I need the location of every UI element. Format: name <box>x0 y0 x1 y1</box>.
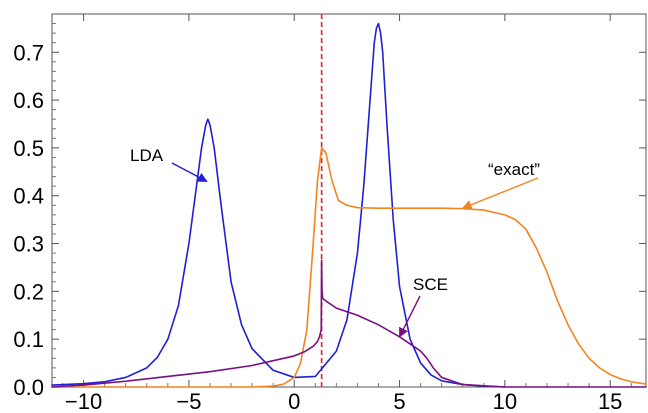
y-tick-label: 0.0 <box>13 375 44 400</box>
x-tick-label: 10 <box>493 389 517 413</box>
series-group <box>51 22 647 388</box>
y-tick-label: 0.1 <box>13 327 44 352</box>
y-tick-label: 0.2 <box>13 279 44 304</box>
annotation-arrow <box>398 295 421 338</box>
axis-ticks <box>52 14 646 388</box>
y-tick-label: 0.4 <box>13 184 44 209</box>
plot-frame <box>51 13 647 388</box>
x-tick-label: 0 <box>288 389 300 413</box>
annotation-label: “exact” <box>488 160 540 179</box>
x-tick-label: −10 <box>65 389 102 413</box>
annotations: LDA “exact” SCE <box>130 146 540 338</box>
y-tick-label: 0.5 <box>13 136 44 161</box>
annotation-arrow <box>461 177 539 210</box>
annotation-arrow <box>171 162 208 182</box>
series-line-0 <box>51 22 506 388</box>
x-tick-label: 5 <box>393 389 405 413</box>
y-tick-label: 0.7 <box>13 40 44 65</box>
x-tick-label: 15 <box>598 389 622 413</box>
y-tick-label: 0.6 <box>13 88 44 113</box>
series-line-2 <box>51 259 647 388</box>
axis-tick-labels: −10 −5 0 5 10 15 0.0 0.1 0.2 0.3 0.4 0.5 0.6 0.7 <box>13 40 622 413</box>
annotation-label: LDA <box>130 146 164 165</box>
annotation-label: SCE <box>413 275 448 294</box>
y-tick-label: 0.3 <box>13 232 44 257</box>
x-tick-label: −5 <box>176 389 201 413</box>
axes-frame <box>51 13 647 388</box>
series-line-1 <box>51 147 647 388</box>
